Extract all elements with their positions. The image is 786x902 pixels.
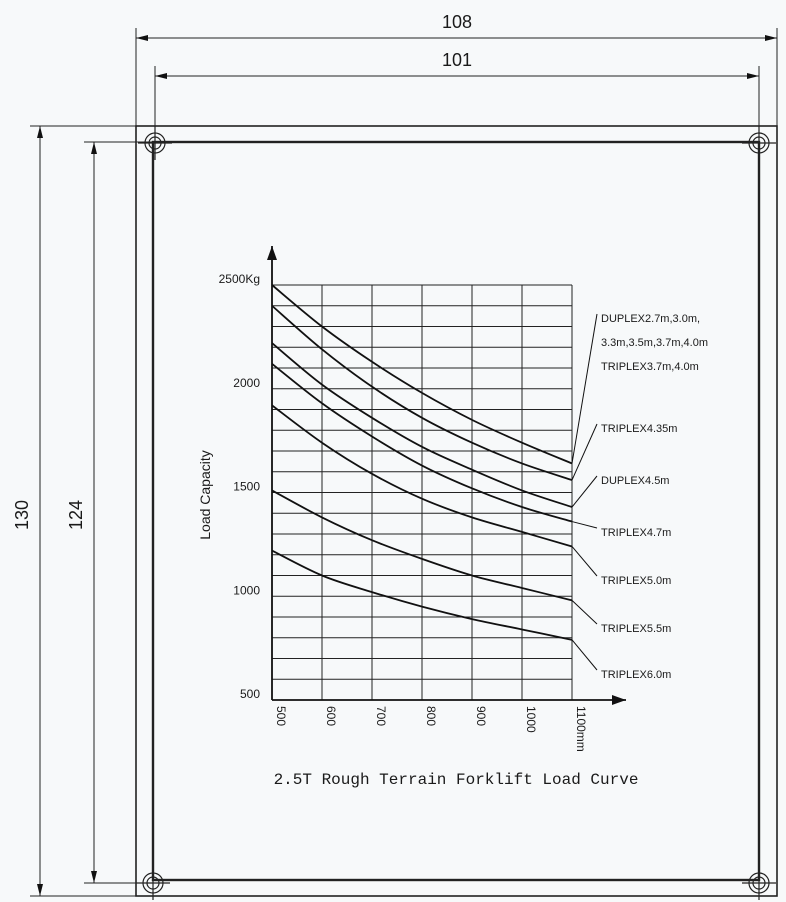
plate-inner-border bbox=[151, 140, 761, 882]
load-curve-chart: 500 1000 1500 2000 2500Kg 500 600 700 800 900 100… bbox=[197, 246, 708, 789]
x-tick-labels: 500 600 700 800 900 1000 1100mm bbox=[274, 706, 588, 752]
series-label: TRIPLEX4.35m bbox=[601, 423, 677, 435]
load-curve-line bbox=[271, 404, 573, 548]
x-tick-label: 500 bbox=[274, 706, 288, 726]
dimension-lines bbox=[30, 28, 778, 897]
series-leader-lines bbox=[571, 313, 598, 671]
dimension-labels: 108 101 130 124 bbox=[12, 12, 472, 530]
plate bbox=[135, 125, 778, 897]
series-label: TRIPLEX5.0m bbox=[601, 575, 671, 587]
outer-height-label: 130 bbox=[12, 500, 32, 530]
y-tick-label: 1000 bbox=[233, 583, 260, 597]
leader-line bbox=[571, 600, 598, 625]
series-labels: DUPLEX2.7m,3.0m, 3.3m,3.5m,3.7m,4.0m TRIPL… bbox=[601, 313, 708, 681]
series-label: TRIPLEX5.5m bbox=[601, 623, 671, 635]
outer-width-label: 108 bbox=[442, 12, 472, 32]
series-label: TRIPLEX4.7m bbox=[601, 527, 671, 539]
leader-line bbox=[571, 313, 598, 464]
y-tick-label: 500 bbox=[240, 687, 260, 701]
plate-outer-border bbox=[135, 125, 778, 897]
mounting-hole-bottom-right bbox=[742, 866, 776, 900]
leader-line bbox=[571, 546, 598, 577]
series-label: TRIPLEX6.0m bbox=[601, 669, 671, 681]
y-axis-label: Load Capacity bbox=[197, 450, 213, 540]
load-curves bbox=[271, 284, 573, 641]
load-curve-line bbox=[271, 549, 573, 641]
leader-line bbox=[571, 423, 598, 481]
x-tick-label: 800 bbox=[424, 706, 438, 726]
chart-title: 2.5T Rough Terrain Forklift Load Curve bbox=[274, 771, 639, 789]
x-tick-label: 900 bbox=[474, 706, 488, 726]
inner-width-label: 101 bbox=[442, 50, 472, 70]
y-tick-label: 1500 bbox=[233, 480, 260, 494]
load-curve-line bbox=[271, 342, 573, 508]
inner-height-label: 124 bbox=[66, 500, 86, 530]
series-label: 3.3m,3.5m,3.7m,4.0m bbox=[601, 337, 708, 349]
leader-line bbox=[571, 475, 598, 508]
load-curve-line bbox=[271, 284, 573, 465]
x-tick-label: 600 bbox=[324, 706, 338, 726]
y-tick-labels: 500 1000 1500 2000 2500Kg bbox=[219, 272, 261, 701]
y-tick-label: 2500Kg bbox=[219, 272, 260, 286]
load-curve-line bbox=[271, 363, 573, 523]
series-label: TRIPLEX3.7m,4.0m bbox=[601, 361, 699, 373]
series-label: DUPLEX2.7m,3.0m, bbox=[601, 313, 700, 325]
x-tick-label: 1000 bbox=[524, 706, 538, 733]
load-curve-line bbox=[271, 489, 573, 602]
y-tick-label: 2000 bbox=[233, 376, 260, 390]
series-label: DUPLEX4.5m bbox=[601, 475, 669, 487]
leader-line bbox=[571, 639, 598, 671]
x-tick-label: 1100mm bbox=[574, 706, 588, 752]
x-tick-label: 700 bbox=[374, 706, 388, 726]
load-curve-line bbox=[271, 305, 573, 481]
leader-line bbox=[571, 521, 598, 529]
